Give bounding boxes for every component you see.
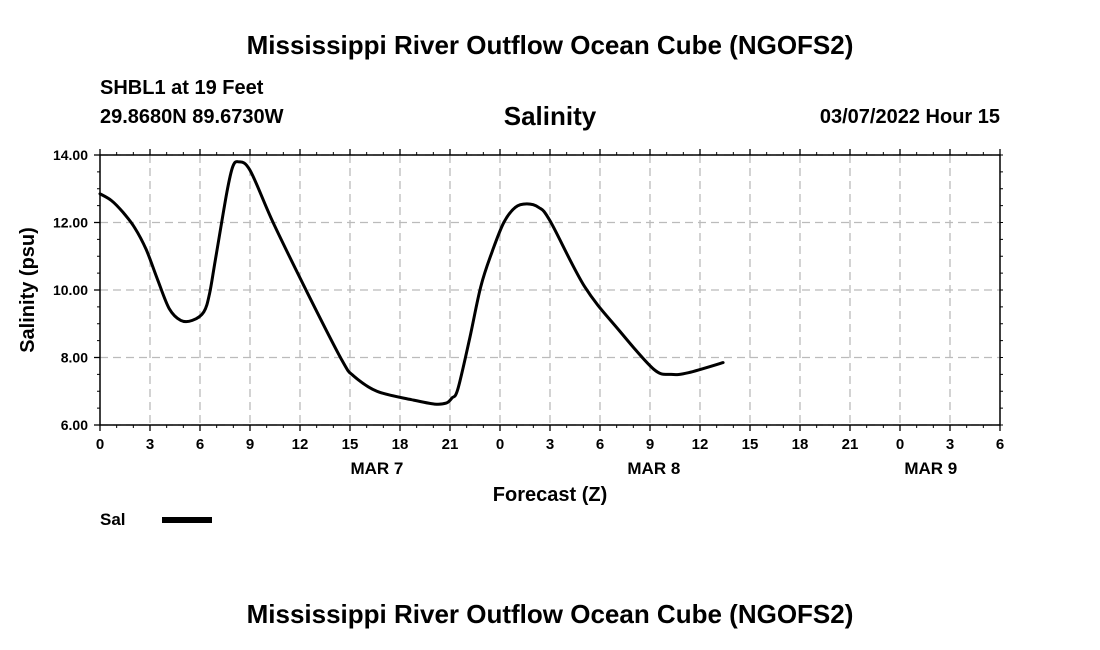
footer-title: Mississippi River Outflow Ocean Cube (NG… [246,599,854,629]
y-axis-label: Salinity (psu) [17,227,39,353]
x-tick-label: 18 [392,436,409,453]
x-tick-label: 12 [692,436,709,453]
x-axis-label: Forecast (Z) [493,484,607,506]
y-tick-label: 6.00 [61,417,88,433]
station-label: SHBL1 at 19 Feet [100,77,264,99]
x-tick-labels: 0 3 6 9 12 15 18 21 0 3 6 9 12 15 18 21 0 3 6 [96,436,1004,453]
x-tick-label: 6 [196,436,204,453]
date-label: MAR 9 [904,459,957,478]
y-tick-labels: 6.00 8.00 10.00 12.00 14.00 [53,147,88,433]
legend-label: Sal [100,510,126,529]
x-tick-label: 3 [146,436,154,453]
y-tick-label: 8.00 [61,350,88,366]
x-tick-label: 0 [896,436,904,453]
location-label: 29.8680N 89.6730W [100,106,284,128]
date-label: MAR 8 [627,459,680,478]
x-tick-label: 9 [246,436,254,453]
x-tick-label: 21 [442,436,459,453]
date-label: MAR 7 [350,459,403,478]
date-labels: MAR 7 MAR 8 MAR 9 [350,459,957,478]
x-tick-label: 3 [946,436,954,453]
x-tick-label: 3 [546,436,554,453]
grid-lines [100,154,1000,426]
x-tick-label: 18 [792,436,809,453]
x-tick-label: 15 [342,436,359,453]
x-tick-label: 15 [742,436,759,453]
x-tick-label: 0 [496,436,504,453]
y-tick-label: 12.00 [53,215,88,231]
x-tick-label: 6 [996,436,1004,453]
chart-title: Mississippi River Outflow Ocean Cube (NG… [246,30,854,60]
axis-ticks [94,149,1003,431]
chart-subtitle: Salinity [503,101,597,131]
y-tick-label: 10.00 [53,282,88,298]
x-tick-label: 6 [596,436,604,453]
x-tick-label: 12 [292,436,309,453]
timestamp-label: 03/07/2022 Hour 15 [819,106,1000,128]
x-tick-label: 0 [96,436,104,453]
x-tick-label: 9 [646,436,654,453]
x-tick-label: 21 [842,436,859,453]
legend-swatch [162,517,212,523]
y-tick-label: 14.00 [53,147,88,163]
series-line-sal [98,160,725,406]
